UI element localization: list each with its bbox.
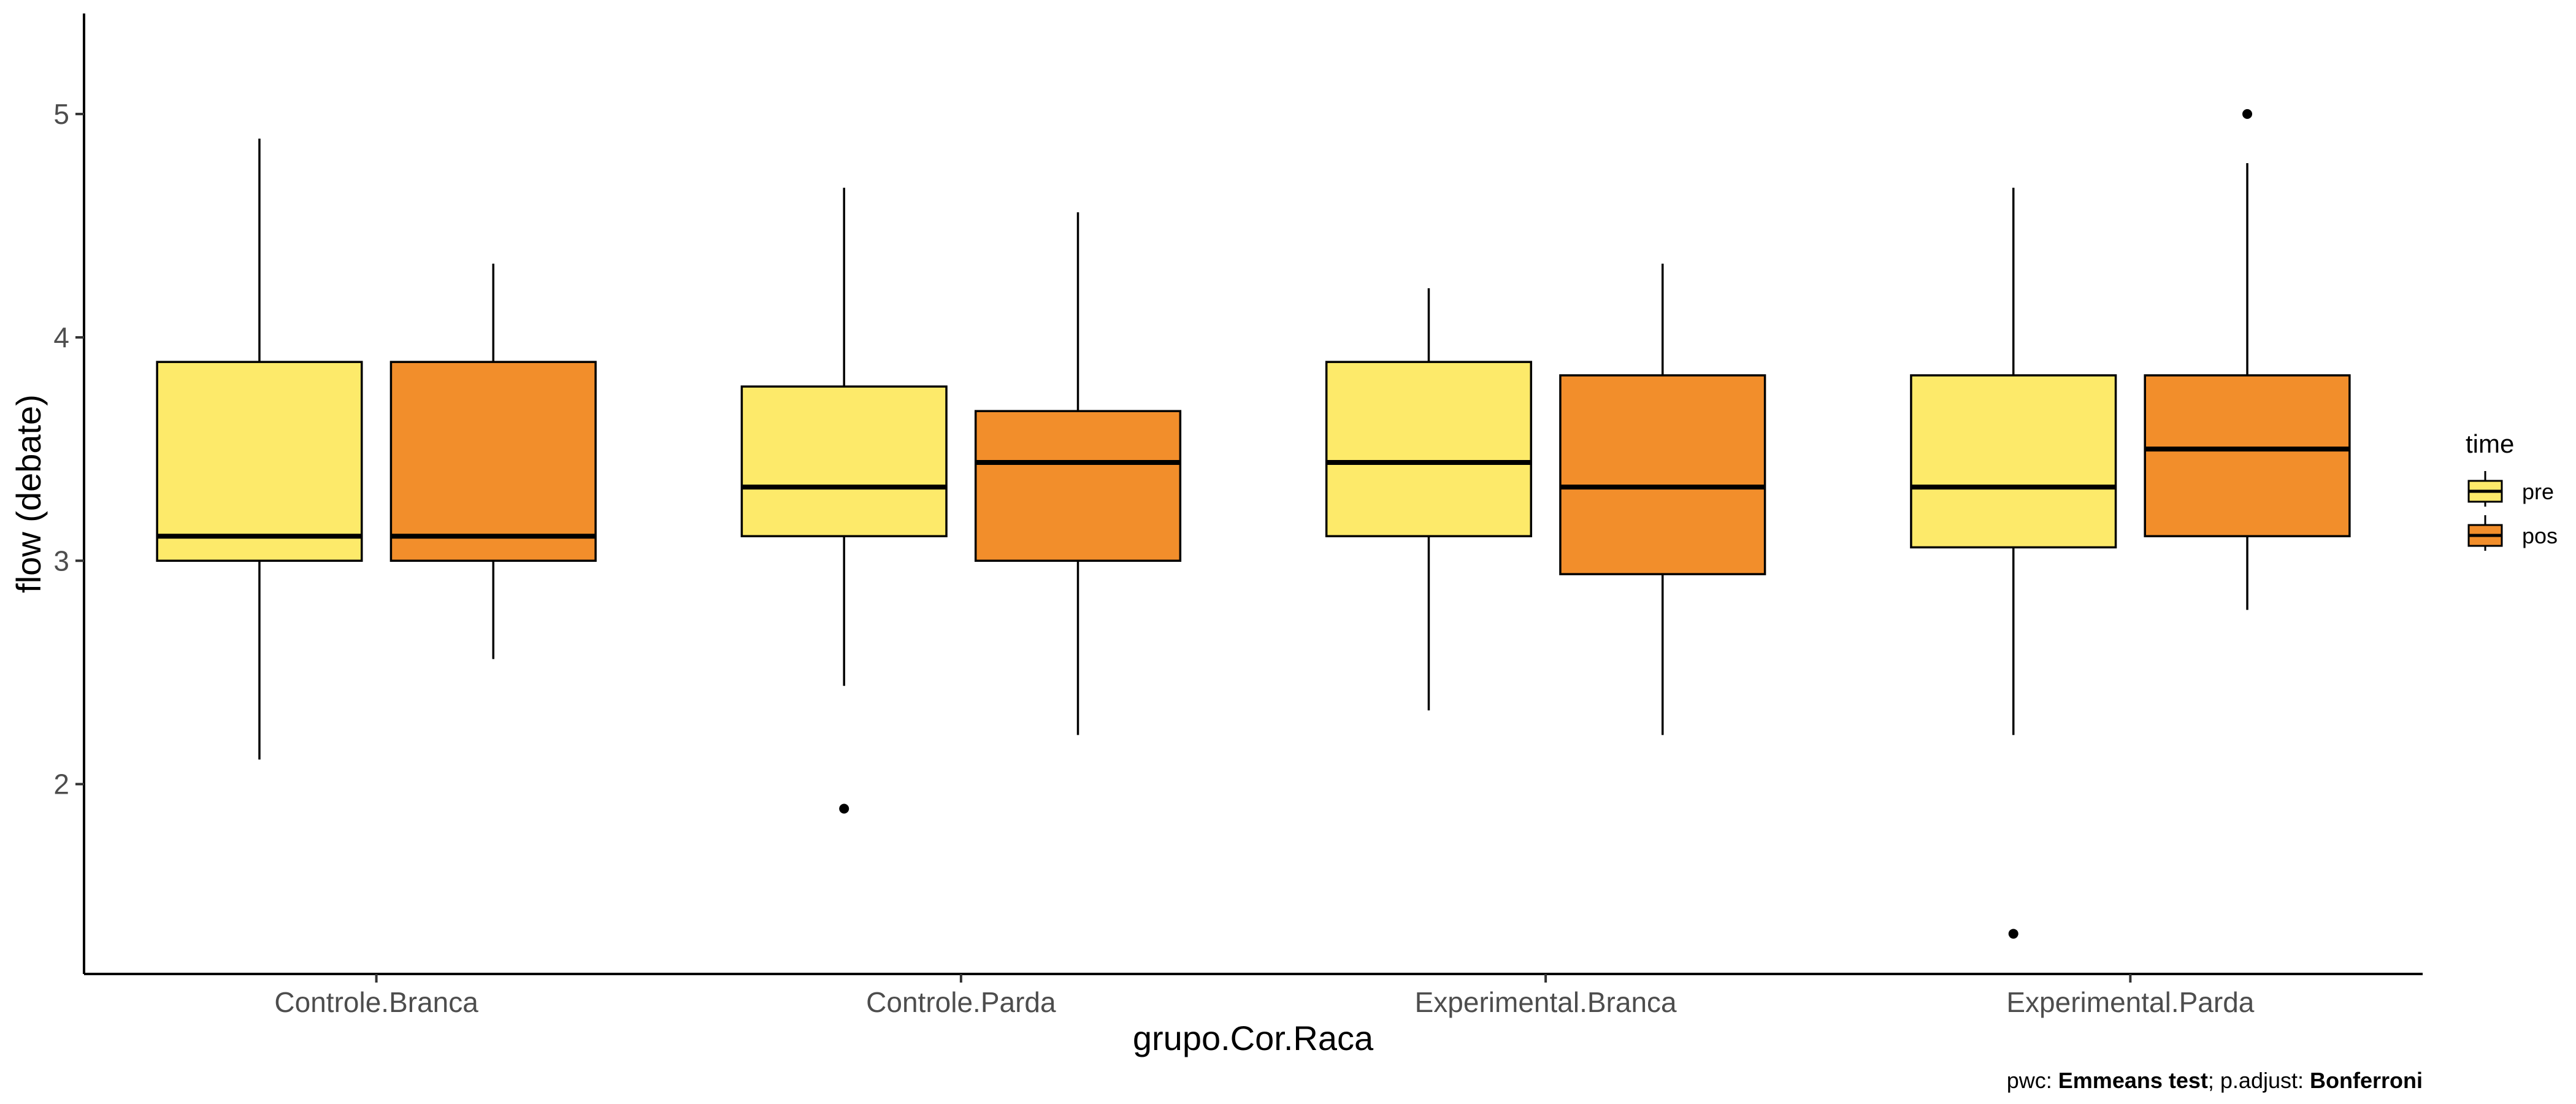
box-pre-Controle.Branca bbox=[156, 138, 363, 760]
legend-label: pre bbox=[2522, 479, 2554, 504]
y-tick-label: 2 bbox=[53, 768, 69, 800]
box-iqr bbox=[1910, 374, 2117, 549]
y-axis-title: flow (debate) bbox=[9, 394, 48, 593]
legend-item-pos: pos bbox=[2467, 515, 2558, 551]
caption-middle: ; p.adjust: bbox=[2208, 1068, 2310, 1093]
y-tick-label: 4 bbox=[53, 321, 69, 353]
caption-test: Emmeans test bbox=[2058, 1068, 2208, 1093]
outlier-point bbox=[839, 803, 849, 814]
x-axis-ticks: Controle.Branca Controle.Parda Experimenta… bbox=[274, 974, 2255, 1018]
legend-item-pre: pre bbox=[2467, 471, 2554, 507]
box-iqr bbox=[389, 361, 597, 562]
box-iqr bbox=[156, 361, 363, 562]
x-axis-title: grupo.Cor.Raca bbox=[1133, 1019, 1374, 1057]
box-iqr bbox=[1559, 374, 1766, 575]
box-iqr bbox=[1325, 361, 1533, 537]
box-pos-Experimental.Branca bbox=[1559, 263, 1766, 735]
y-tick-label: 5 bbox=[53, 98, 69, 130]
x-tick-label: Controle.Branca bbox=[274, 986, 478, 1018]
x-tick-label: Controle.Parda bbox=[866, 986, 1056, 1018]
y-tick-label: 3 bbox=[53, 545, 69, 577]
legend: time pre pos bbox=[2466, 429, 2558, 551]
outlier-point bbox=[2242, 109, 2253, 119]
box-pos-Experimental.Parda bbox=[2144, 109, 2351, 610]
legend-label: pos bbox=[2522, 523, 2558, 548]
plot-area bbox=[156, 109, 2351, 939]
legend-items: pre pos bbox=[2467, 471, 2558, 551]
outlier-point bbox=[2008, 929, 2018, 939]
box-pre-Experimental.Branca bbox=[1325, 288, 1533, 711]
box-pre-Controle.Parda bbox=[740, 188, 948, 814]
box-pos-Controle.Parda bbox=[974, 212, 1182, 735]
caption-prefix: pwc: bbox=[2007, 1068, 2058, 1093]
box-iqr bbox=[2144, 374, 2351, 537]
caption-adjust: Bonferroni bbox=[2310, 1068, 2423, 1093]
y-axis-ticks: 2 3 4 5 bbox=[53, 98, 84, 800]
box-pre-Experimental.Parda bbox=[1910, 188, 2117, 939]
box-iqr bbox=[974, 410, 1182, 562]
x-tick-label: Experimental.Branca bbox=[1415, 986, 1677, 1018]
box-pos-Controle.Branca bbox=[389, 263, 597, 659]
x-tick-label: Experimental.Parda bbox=[2006, 986, 2254, 1018]
caption: pwc: Emmeans test; p.adjust: Bonferroni bbox=[2007, 1068, 2423, 1093]
legend-title: time bbox=[2466, 429, 2514, 458]
box-iqr bbox=[740, 385, 948, 537]
